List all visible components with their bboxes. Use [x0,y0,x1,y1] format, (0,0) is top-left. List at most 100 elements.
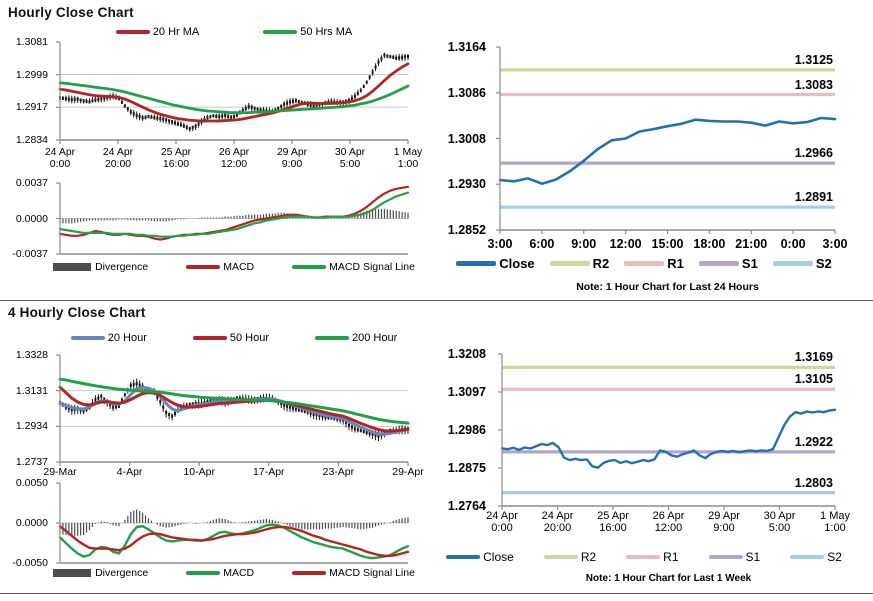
x-tick-label: 24 Apr 20:00 [102,146,134,170]
y-tick-label: -0.0050 [12,557,48,569]
x-tick-label: 26 Apr 12:00 [652,510,685,534]
legend-label: R1 [663,550,679,564]
y-tick-label: 1.2852 [447,223,486,237]
level-label-S2: 1.2803 [794,475,833,490]
y-tick-label: 1.2986 [447,423,486,437]
legend-swatch [263,30,298,34]
4hourly-price-plot [56,354,410,466]
hourly-pivot-y-axis: 1.3164 1.3086 1.3008 1.2930 1.2852 [430,40,492,237]
y-tick-label: 1.3208 [447,347,486,361]
y-tick-label: -0.0037 [12,248,48,260]
x-tick-label: 29 Apr 9:00 [708,510,740,534]
legend-label: Close [499,256,535,271]
legend-label: MACD [223,567,255,579]
legend-item-s2: S2 [772,256,832,271]
4hourly-macd-y-axis: 0.0050 0.0000 -0.0050 [0,477,54,569]
x-tick-label: 30 Apr 5:00 [763,510,796,534]
legend-item-r2: R2 [549,256,609,271]
legend-item-divergence: Divergence [53,567,148,579]
legend-swatch [772,261,813,266]
legend-swatch [186,571,221,575]
legend-label: Divergence [95,261,149,273]
level-label-R1: 1.3083 [794,77,833,92]
x-tick-label: 4-Apr [116,466,143,478]
y-tick-label: 1.2999 [15,68,48,81]
x-tick-label: 18:00 [693,237,726,251]
hourly-price-y-axis: 1.3081 1.2999 1.2917 1.2834 [0,36,54,146]
legend-item-close: Close [456,256,535,271]
y-tick-label: 0.0000 [15,212,48,225]
legend-swatch [115,30,150,34]
legend-item-s1: S1 [698,256,758,271]
x-tick-label: 29-Mar [43,466,77,478]
x-tick-label: 6:00 [529,237,555,251]
4hourly-macd-legend: Divergence MACD MACD Signal Line [53,567,415,579]
legend-swatch [626,555,661,559]
legend-item-s2: S2 [790,550,842,564]
y-tick-label: 1.3086 [447,85,486,100]
hourly-price-x-axis: 24 Apr 0:00 24 Apr 20:00 25 Apr 16:00 26 Apr 12… [45,146,422,172]
legend-swatch [186,265,221,269]
legend-item-20-hour: 20 Hour [70,332,147,344]
legend-item-r1: R1 [626,550,679,564]
legend-swatch [70,336,105,340]
legend-label: R1 [667,256,684,271]
legend-swatch [790,555,825,559]
y-tick-label: 1.3097 [447,385,486,399]
x-tick-label: 0:00 [780,237,806,251]
legend-label: S1 [745,550,761,564]
legend-swatch [292,265,327,269]
legend-item-20-hr-ma: 20 Hr MA [115,26,199,38]
x-tick-label: 3:00 [822,237,848,251]
legend-label: S1 [741,256,758,271]
y-tick-label: 0.0050 [15,477,48,489]
legend-item-macd: MACD [186,261,254,273]
level-label-R2: 1.3169 [794,350,833,365]
x-tick-label: 1 May 1:00 [393,146,423,170]
level-label-S2: 1.2891 [794,190,833,205]
legend-swatch [315,336,349,340]
x-tick-label: 23-Apr [322,466,355,478]
hourly-price-plot [56,41,410,144]
level-label-S1: 1.2966 [794,146,833,161]
legend-item-50-hrs-ma: 50 Hrs MA [263,26,352,38]
legend-label: R2 [580,550,597,564]
x-tick-label: 12:00 [609,237,642,251]
4hourly-price-y-axis: 1.3328 1.3131 1.2934 1.2737 [0,349,54,468]
section-divider [0,300,873,301]
x-tick-label: 9:00 [571,237,597,251]
legend-item-close: Close [446,550,514,564]
legend-label: 50 Hrs MA [300,26,353,38]
weekly-pivot-legend: Close R2 R1 S1 S2 [446,550,842,564]
4hourly-macd-plot [56,482,410,564]
legend-label: MACD [223,261,255,273]
legend-label: Close [483,550,514,564]
y-tick-label: 1.3008 [447,131,486,146]
level-label-R1: 1.3105 [794,372,833,387]
y-tick-label: 1.2834 [15,134,48,146]
x-tick-label: 15:00 [651,237,684,251]
x-tick-label: 17-Apr [253,466,285,478]
legend-swatch [624,261,665,266]
legend-swatch [192,336,227,340]
y-tick-label: 1.2875 [447,461,486,475]
legend-swatch [292,571,327,575]
y-tick-label: 1.3164 [447,40,486,54]
hourly-section-title: Hourly Close Chart [8,5,134,20]
x-tick-label: 24 Apr 20:00 [541,510,574,534]
hourly-pivot-note: Note: 1 Hour Chart for Last 24 Hours [576,281,759,293]
y-tick-label: 1.2737 [15,456,48,468]
x-tick-label: 24 Apr 0:00 [486,510,518,534]
legend-item-divergence: Divergence [53,261,148,273]
hourly-pivot-x-axis: 3:00 6:00 9:00 12:00 15:00 18:00 21:00 0:00 3:00 [487,237,847,254]
x-tick-label: 30 Apr 5:00 [334,146,366,170]
hourly-macd-legend: Divergence MACD MACD Signal Line [53,261,415,273]
legend-item-r2: R2 [543,550,597,564]
x-tick-label: 25 Apr 16:00 [160,146,192,170]
level-label-S1: 1.2922 [794,434,833,449]
legend-swatch [708,555,743,559]
y-tick-label: 1.2764 [447,499,486,513]
4hourly-price-x-axis: 29-Mar 4-Apr 10-Apr 17-Apr 23-Apr 29-Apr [43,466,423,480]
legend-label: MACD Signal Line [329,567,415,579]
legend-swatch [698,261,739,266]
